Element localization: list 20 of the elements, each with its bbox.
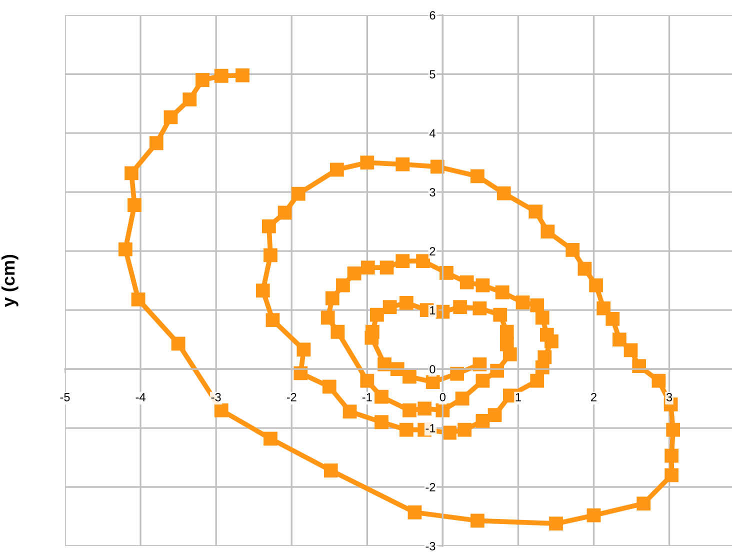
y-axis-title: y (cm)	[1, 254, 18, 308]
x-tick-label: -2	[286, 392, 296, 402]
y-tick-label: 4	[429, 129, 436, 138]
x-tick-label: -5	[60, 393, 70, 402]
y-tick-label: 5	[430, 70, 436, 78]
y-tick-label: 0	[430, 365, 436, 374]
y-tick-label: 1	[430, 306, 436, 314]
y-tick-label: 3	[430, 188, 436, 196]
x-tick-label: 1	[516, 393, 521, 402]
x-tick-label: -4	[136, 393, 146, 402]
y-tick-label: 2	[430, 247, 436, 256]
x-tick-label: -1	[362, 393, 372, 402]
y-tick-label: -2	[426, 483, 436, 492]
x-tick-label: 0	[440, 392, 446, 402]
y-tick-label: 6	[430, 11, 436, 20]
x-tick-label: 3	[666, 392, 672, 402]
x-tick-label: 2	[591, 392, 596, 402]
x-tick-label: -3	[211, 392, 221, 402]
y-tick-label: -3	[426, 542, 436, 550]
y-tick-label: -1	[426, 424, 436, 432]
